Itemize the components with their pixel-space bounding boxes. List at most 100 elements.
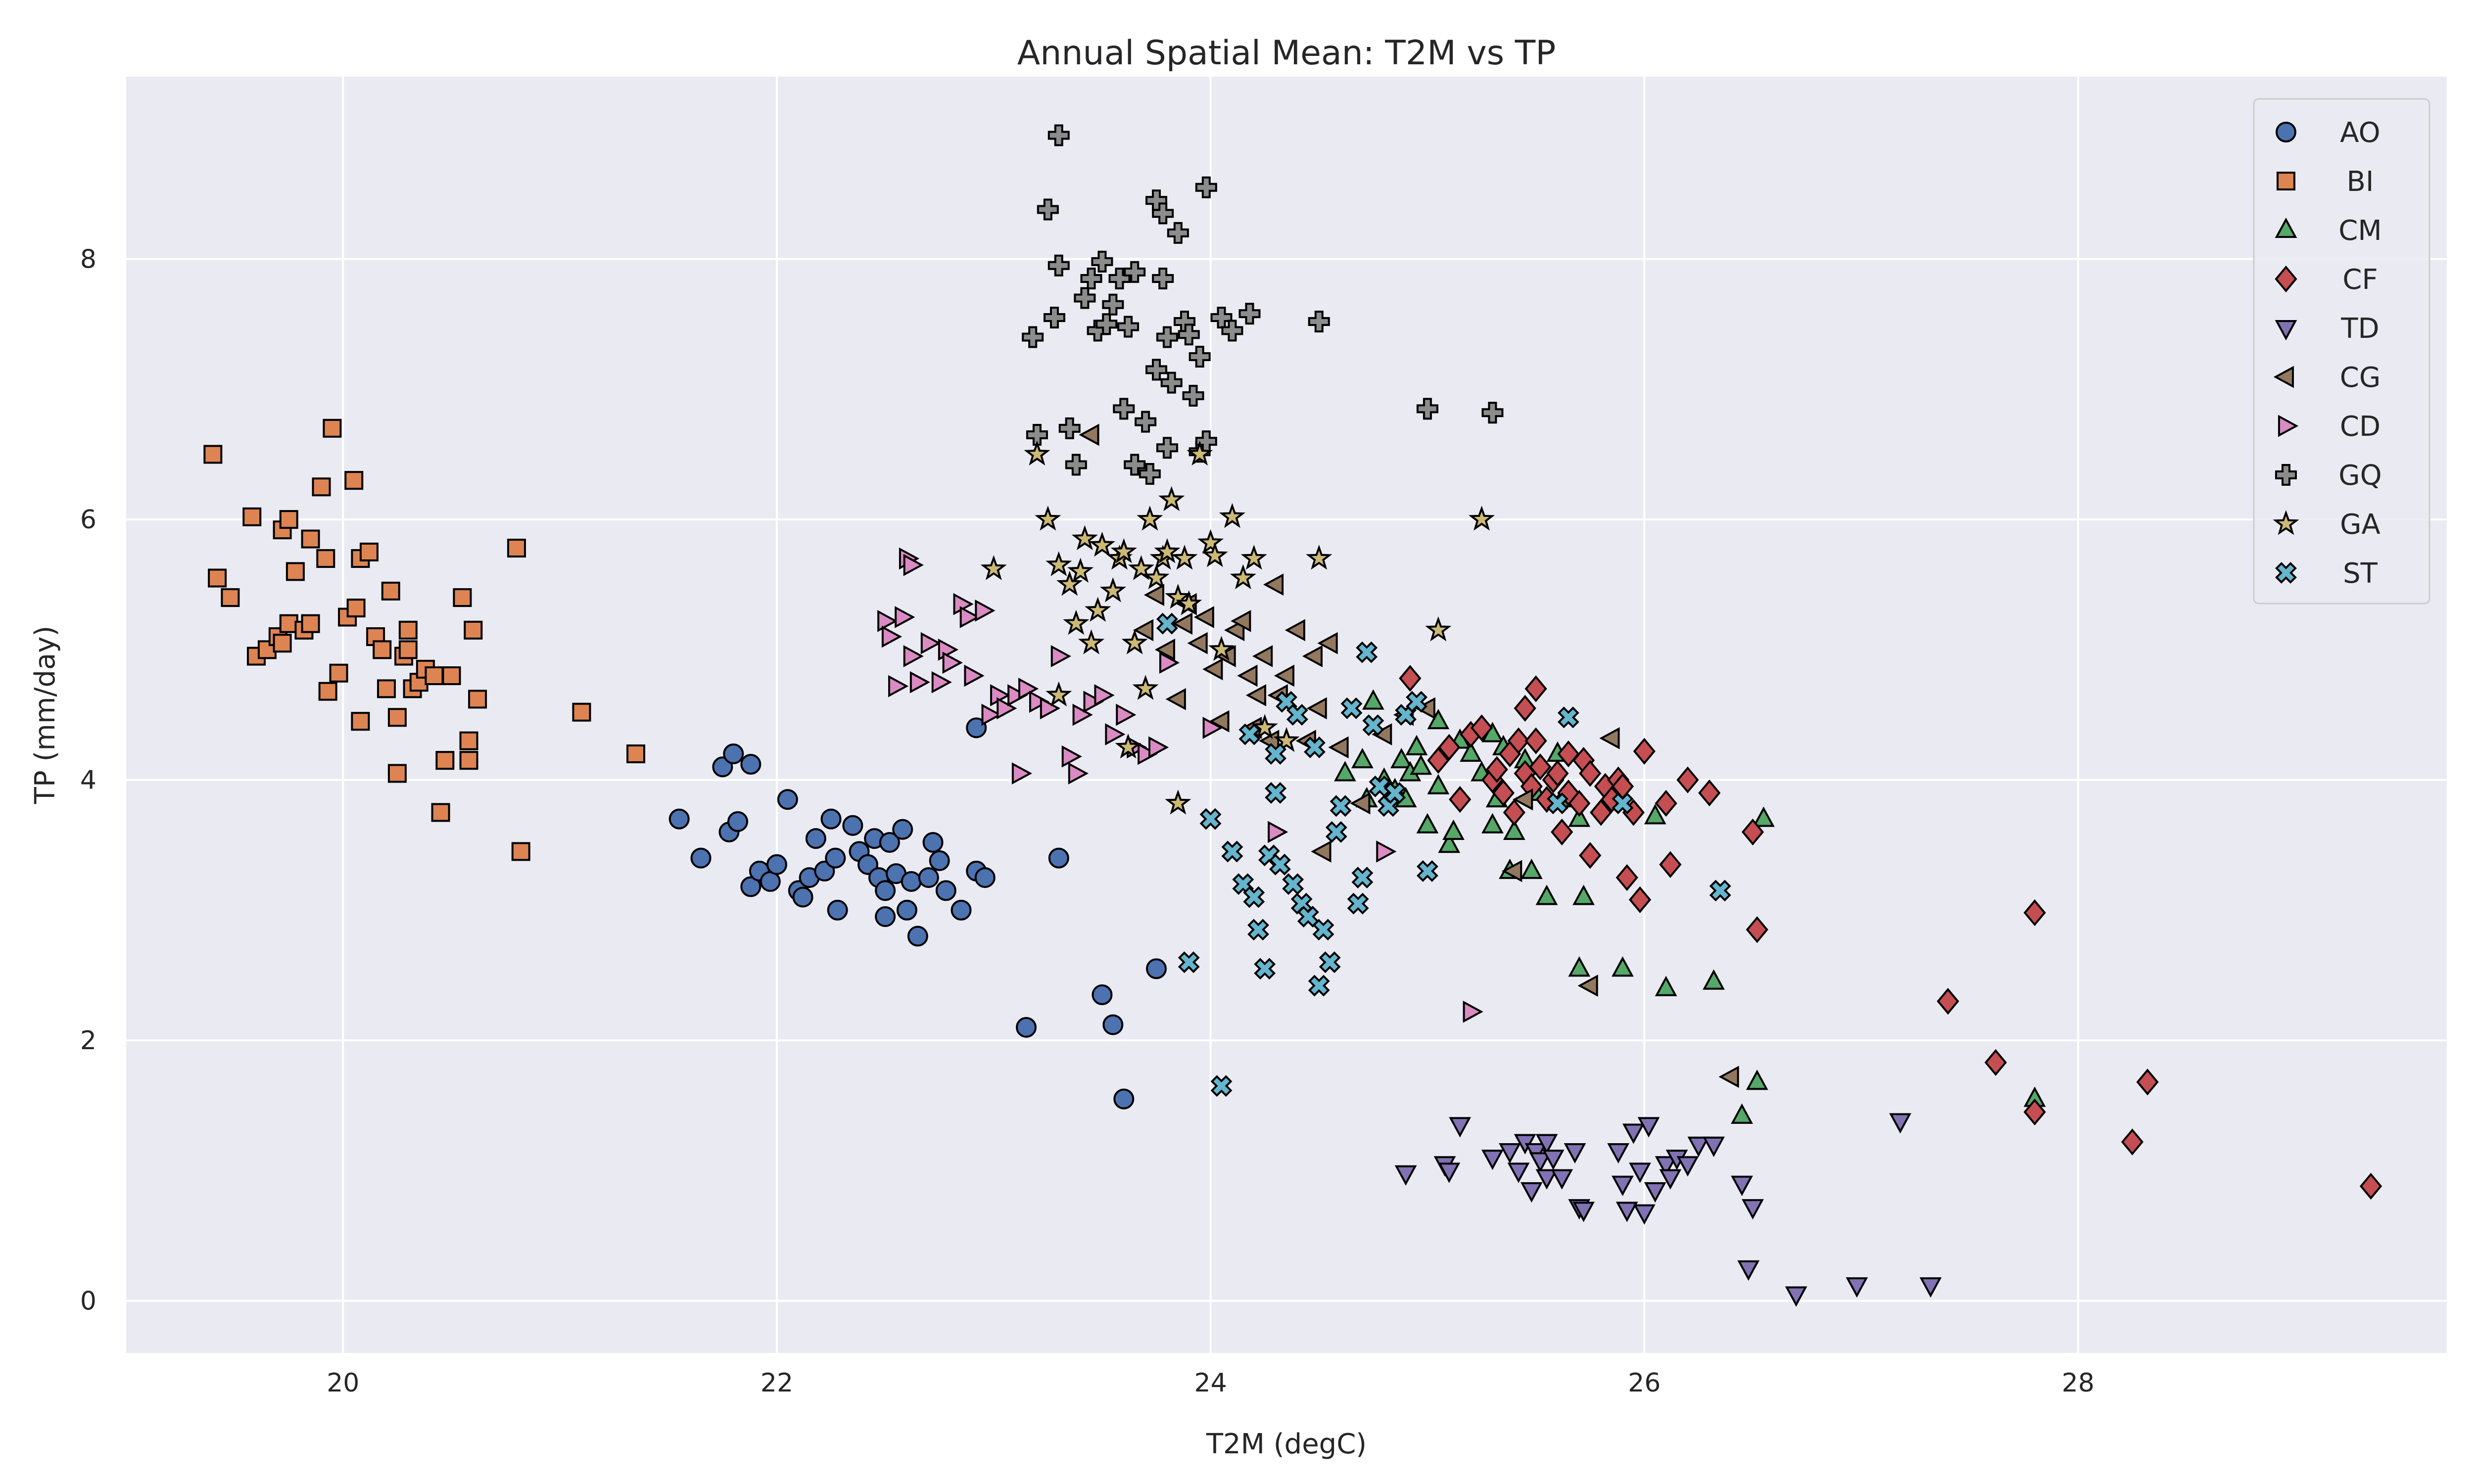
data-point	[242, 507, 262, 526]
data-point	[1568, 789, 1591, 817]
legend-entry: AO	[2340, 117, 2380, 149]
data-point	[1137, 506, 1163, 531]
data-point	[1698, 779, 1721, 807]
data-point	[329, 663, 348, 683]
data-point	[877, 610, 898, 632]
data-point	[1676, 1156, 1699, 1177]
data-point	[1219, 503, 1245, 528]
data-point	[1007, 684, 1028, 706]
data-point	[1195, 176, 1217, 198]
data-point	[1306, 697, 1327, 720]
data-point	[323, 418, 342, 438]
y-axis-label: TP (mm/day)	[29, 626, 61, 804]
data-point	[827, 899, 848, 921]
data-point	[1273, 727, 1300, 752]
data-point	[1269, 853, 1291, 876]
data-point	[1633, 738, 1656, 765]
data-point	[922, 832, 944, 853]
data-point	[1063, 609, 1090, 635]
data-point	[1139, 463, 1161, 485]
data-point	[1612, 1175, 1634, 1196]
data-point	[974, 867, 996, 888]
data-point	[1071, 525, 1098, 551]
data-point	[1568, 956, 1591, 977]
data-point	[1351, 747, 1374, 769]
legend-frame	[2253, 98, 2430, 604]
legend: AO BI CM CF TD CG CD GQ GA ST	[2253, 98, 2430, 604]
data-point	[1502, 860, 1522, 882]
data-point	[1083, 691, 1104, 713]
data-point	[1514, 695, 1536, 722]
data-point	[1058, 417, 1081, 439]
data-point	[1746, 1069, 1768, 1090]
data-point	[1263, 573, 1284, 596]
data-point	[1416, 860, 1438, 882]
data-point	[1551, 818, 1573, 846]
data-point	[1492, 779, 1515, 807]
data-point	[442, 666, 461, 686]
data-point	[1040, 697, 1061, 720]
y-tick-label: 2	[80, 1026, 96, 1056]
data-point	[690, 847, 712, 869]
legend-marker	[2273, 366, 2294, 388]
data-point	[1160, 371, 1183, 394]
data-point	[1265, 743, 1287, 765]
series-cf	[1399, 665, 2382, 1200]
data-point	[931, 671, 952, 694]
data-point	[920, 632, 941, 654]
data-point	[935, 880, 956, 901]
data-point	[727, 811, 749, 832]
data-point	[1128, 555, 1154, 580]
data-point	[888, 675, 909, 697]
data-point	[1546, 760, 1569, 787]
data-point	[1676, 766, 1699, 793]
data-point	[316, 549, 335, 568]
legend-entry: GA	[2340, 509, 2380, 541]
data-point	[1152, 202, 1174, 225]
data-point	[381, 581, 400, 601]
series-bi	[203, 418, 646, 861]
y-tick-label: 4	[80, 766, 96, 795]
data-point	[1016, 1017, 1037, 1038]
data-point	[918, 867, 939, 888]
data-point	[1290, 892, 1313, 915]
data-point	[1330, 795, 1352, 817]
data-point	[1535, 884, 1558, 905]
data-point	[1156, 326, 1178, 348]
data-point	[1231, 610, 1251, 632]
data-point	[1165, 688, 1186, 710]
data-point	[1238, 303, 1261, 325]
data-point	[1718, 1066, 1739, 1088]
data-point	[1529, 1152, 1552, 1173]
data-point	[1703, 1136, 1725, 1157]
data-point	[1438, 1162, 1461, 1183]
data-point	[1167, 222, 1189, 244]
data-point	[1297, 906, 1319, 928]
series-gq	[1022, 124, 1504, 485]
data-point	[1470, 714, 1493, 742]
data-point	[1406, 691, 1427, 713]
legend-marker	[2277, 172, 2295, 190]
legend-marker	[2278, 415, 2299, 437]
data-point	[1416, 813, 1439, 834]
data-point	[881, 625, 903, 648]
data-point	[980, 555, 1007, 580]
data-point	[1427, 747, 1450, 774]
data-point	[344, 471, 364, 490]
data-point	[1731, 1103, 1753, 1124]
data-point	[1182, 385, 1204, 407]
data-point	[1438, 833, 1461, 853]
data-point	[1221, 840, 1243, 863]
data-point	[1579, 760, 1602, 787]
data-point	[1709, 880, 1731, 902]
data-point	[1143, 564, 1170, 590]
data-point	[1282, 873, 1304, 895]
data-point	[301, 614, 320, 633]
data-points	[203, 124, 2382, 1307]
data-point	[1520, 1182, 1543, 1203]
data-point	[1178, 324, 1200, 346]
data-point	[398, 620, 418, 640]
data-point	[1460, 741, 1482, 762]
data-point	[1325, 821, 1347, 843]
data-point	[1703, 969, 1725, 990]
